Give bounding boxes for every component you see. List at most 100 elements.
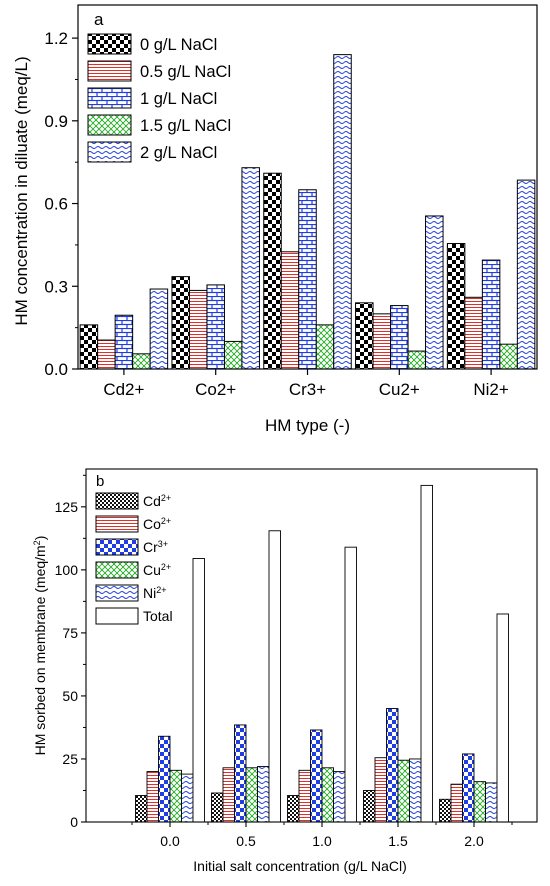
bar bbox=[496, 613, 509, 823]
x-tick-label: 2.0 bbox=[464, 833, 484, 849]
bar bbox=[268, 530, 281, 823]
y-tick-label: 1.2 bbox=[44, 29, 68, 48]
bar bbox=[516, 179, 536, 370]
bar bbox=[481, 259, 501, 370]
legend-label-name: Total bbox=[143, 608, 173, 624]
bar bbox=[333, 54, 352, 370]
bar bbox=[397, 759, 410, 823]
bar bbox=[206, 284, 225, 370]
bar bbox=[344, 546, 357, 823]
bar bbox=[298, 769, 311, 823]
legend-label-name: Cd bbox=[143, 493, 161, 509]
x-tick-label: Co2+ bbox=[195, 380, 236, 399]
y-tick-label: 0.9 bbox=[44, 112, 68, 131]
bar bbox=[310, 729, 323, 823]
legend-swatch bbox=[95, 584, 139, 602]
x-tick-label: Cr3+ bbox=[289, 380, 326, 399]
y-tick-label: 50 bbox=[62, 688, 78, 704]
bar bbox=[211, 792, 224, 823]
bar bbox=[97, 339, 116, 370]
y-tick-label: 25 bbox=[62, 751, 78, 767]
legend-label-sup: 2+ bbox=[161, 562, 171, 572]
legend-label: 2 g/L NaCl bbox=[140, 144, 217, 162]
bar bbox=[245, 767, 258, 823]
y-tick-label: 100 bbox=[55, 562, 79, 578]
x-tick-label: 1.5 bbox=[388, 833, 408, 849]
y-axis-label: HM concentration in diluate (meq/L) bbox=[12, 56, 31, 325]
bar bbox=[287, 795, 300, 823]
bar bbox=[241, 167, 260, 370]
legend-label-name: Ni bbox=[143, 585, 156, 601]
bar bbox=[192, 558, 205, 823]
bar bbox=[149, 288, 169, 370]
legend-swatch bbox=[95, 538, 139, 556]
y-tick-label: 125 bbox=[55, 499, 79, 515]
legend-swatch bbox=[87, 141, 132, 163]
bar bbox=[407, 350, 427, 370]
legend-label: 1 g/L NaCl bbox=[140, 90, 217, 108]
y-tick-label: 0 bbox=[70, 814, 78, 830]
panel-label: b bbox=[96, 473, 104, 490]
bar bbox=[188, 289, 208, 370]
legend-swatch bbox=[87, 33, 132, 55]
legend-label-name: Cu bbox=[143, 562, 161, 578]
bar bbox=[146, 771, 159, 823]
bar bbox=[79, 324, 99, 370]
bar bbox=[473, 781, 486, 823]
y-axis-label: HM sorbed on membrane (meq/m2) bbox=[32, 536, 48, 756]
bar bbox=[234, 724, 247, 823]
legend-label: Cu2+ bbox=[143, 562, 171, 578]
bar bbox=[355, 302, 374, 370]
bar bbox=[135, 795, 148, 823]
legend-label: Total bbox=[143, 608, 173, 624]
legend-swatch bbox=[87, 114, 132, 136]
legend-label-name: Co bbox=[143, 516, 161, 532]
bar bbox=[464, 296, 483, 370]
x-tick-label: Ni2+ bbox=[473, 380, 509, 399]
bar bbox=[439, 798, 452, 823]
bar bbox=[257, 766, 270, 823]
y-tick-label: 0.0 bbox=[44, 360, 68, 379]
bar bbox=[223, 340, 243, 370]
bar bbox=[499, 343, 518, 370]
plot-frame bbox=[85, 468, 538, 823]
legend-label: 0 g/L NaCl bbox=[140, 36, 217, 54]
x-tick-label: 0.0 bbox=[160, 833, 180, 849]
legend-label: Cd2+ bbox=[143, 493, 171, 509]
bar bbox=[315, 324, 335, 370]
bar bbox=[462, 753, 475, 823]
legend-label: Co2+ bbox=[143, 516, 171, 532]
bar bbox=[333, 771, 346, 823]
bar bbox=[222, 767, 235, 823]
bar bbox=[446, 243, 466, 370]
legend-label-sup: 2+ bbox=[161, 516, 171, 526]
legend-label-name: Cr bbox=[143, 539, 158, 555]
legend-swatch bbox=[87, 60, 132, 82]
legend-label: 1.5 g/L NaCl bbox=[140, 117, 231, 135]
bar bbox=[298, 189, 317, 370]
y-tick-label: 0.3 bbox=[44, 277, 68, 296]
bar bbox=[158, 735, 171, 823]
legend-label-sup: 2+ bbox=[156, 585, 166, 595]
bar bbox=[390, 305, 409, 370]
legend-label-sup: 2+ bbox=[161, 493, 171, 503]
bar bbox=[420, 484, 433, 823]
legend-swatch bbox=[95, 492, 139, 510]
y-axis-label-sup: 2 bbox=[32, 540, 42, 545]
x-tick-label: 1.0 bbox=[312, 833, 332, 849]
bar bbox=[386, 708, 399, 823]
x-tick-label: 0.5 bbox=[236, 833, 256, 849]
legend-swatch bbox=[95, 607, 139, 625]
x-axis-label: HM type (-) bbox=[265, 416, 350, 435]
bar bbox=[132, 353, 151, 370]
bar bbox=[372, 313, 392, 370]
bar bbox=[321, 767, 334, 823]
legend-label: Cr3+ bbox=[143, 539, 168, 555]
y-axis-label-text: HM sorbed on membrane (meq/m bbox=[32, 545, 48, 755]
panel-b-chart: 0 25 50 75 100 125 0.0 0.5 1.0 1.5 2.0 Initial salt… bbox=[32, 468, 538, 874]
bar bbox=[450, 783, 463, 823]
bar bbox=[485, 782, 498, 823]
panel-label: a bbox=[94, 10, 104, 29]
legend-swatch bbox=[95, 561, 139, 579]
